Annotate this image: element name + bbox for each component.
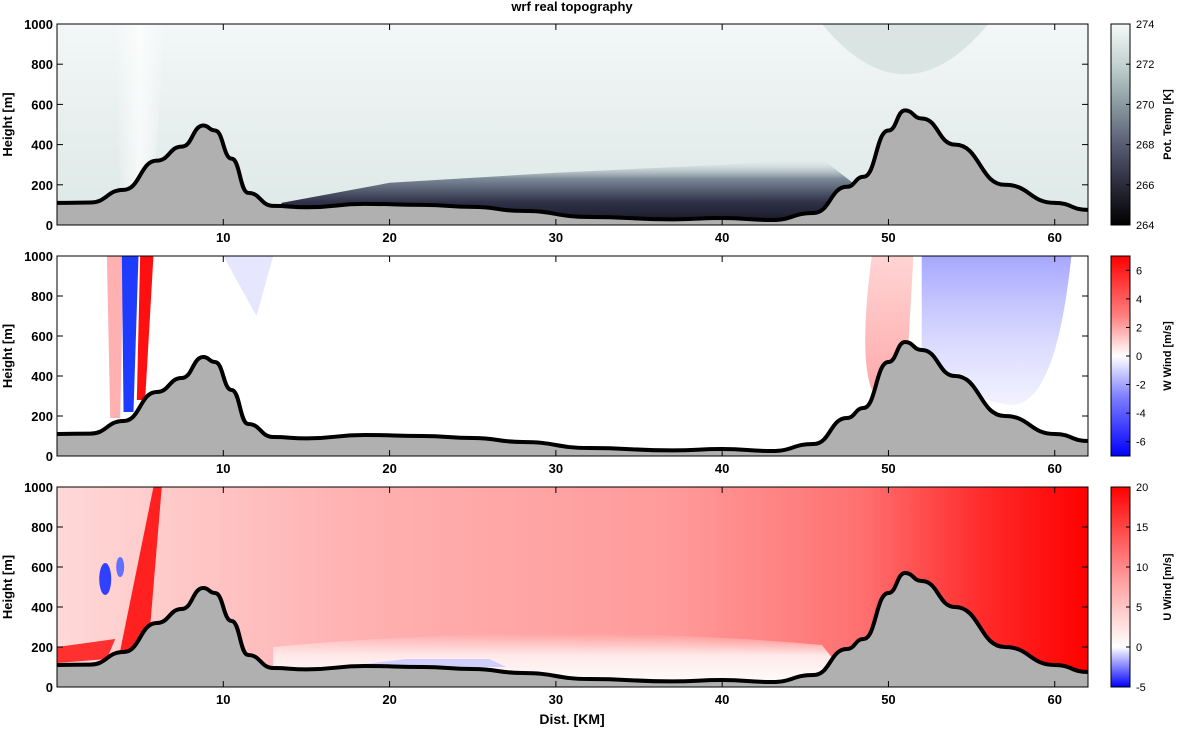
field-1 [57,24,1088,225]
y-tick-label: 1000 [24,17,53,32]
colorbar-tick-label: -5 [1136,682,1146,694]
colorbar-tick-label: 264 [1136,220,1154,232]
y-axis-label: Height [m] [0,92,15,156]
x-tick-label: 10 [216,461,230,476]
y-tick-label: 200 [31,640,53,655]
y-axis-label: Height [m] [0,324,15,388]
jet-column [116,487,162,667]
y-tick-label: 200 [31,178,53,193]
y-tick-label: 400 [31,138,53,153]
y-axis-label: Height [m] [0,555,15,619]
y-tick-label: 800 [31,57,53,72]
updraft-column-a [106,256,124,418]
colorbar-label: W Wind [m/s] [1162,321,1174,391]
y-tick-label: 600 [31,560,53,575]
colorbar-tick-label: 4 [1136,294,1142,306]
colorbar-tick-label: 272 [1136,59,1154,71]
colorbar-tick-label: 10 [1136,562,1148,574]
plot-frame [56,486,1089,688]
warm-dome [821,24,989,75]
colorbar-tick-label: 268 [1136,140,1154,152]
plot-frame [56,23,1089,226]
x-tick-label: 10 [216,230,230,245]
x-tick-label: 10 [216,692,230,707]
x-tick-label: 20 [382,230,396,245]
y-tick-label: 200 [31,409,53,424]
y-tick-label: 800 [31,289,53,304]
terrain-line [57,108,1088,222]
updraft-region [865,256,914,390]
x-tick-label: 40 [715,692,729,707]
field-3 [57,487,1088,687]
terrain-fill [57,110,1088,225]
colorbar-tick-label: 2 [1136,322,1142,334]
y-tick-label: 400 [31,600,53,615]
terrain-line [57,571,1088,684]
y-tick-label: 600 [31,329,53,344]
colorbar-tick-label: 270 [1136,99,1154,111]
y-tick-label: 400 [31,369,53,384]
y-tick-label: 600 [31,97,53,112]
x-tick-label: 30 [549,230,563,245]
colorbar [1110,23,1131,226]
weak-down-region [223,256,274,316]
x-tick-label: 20 [382,692,396,707]
colorbar-tick-label: 274 [1136,19,1154,31]
updraft-column-b [136,256,154,400]
colorbar-tick-label: 266 [1136,180,1154,192]
colorbar-tick-label: -6 [1136,437,1146,449]
colorbar-tick-label: 6 [1136,265,1142,277]
colorbar-tick-label: 0 [1136,351,1142,363]
field-2 [57,256,1088,456]
terrain-fill [57,342,1088,456]
y-tick-label: 1000 [24,480,53,495]
reverse-flow-patch [116,557,125,577]
colorbar-tick-label: 0 [1136,642,1142,654]
colorbar-label: U Wind [m/s] [1162,553,1174,620]
colorbar-tick-label: 15 [1136,522,1148,534]
x-tick-label: 30 [549,692,563,707]
x-tick-label: 20 [382,461,396,476]
x-tick-label: 60 [1048,461,1062,476]
reverse-flow-patch [99,563,112,595]
colorbar-tick-label: -4 [1136,408,1146,420]
x-axis-label: Dist. [KM] [539,711,604,727]
colorbar [1110,486,1131,688]
colorbar-tick-label: -2 [1136,380,1146,392]
panel-1: 0 200 400 600 800 1000 10 20 30 40 50 60 Height [m] 2… [0,17,1174,245]
terrain-line [57,340,1088,453]
colorbar-label: Pot. Temp [K] [1162,89,1174,160]
x-tick-label: 30 [549,461,563,476]
x-tick-label: 50 [881,461,895,476]
y-tick-label: 0 [46,218,53,233]
x-tick-label: 50 [881,230,895,245]
colorbar-tick-label: 5 [1136,602,1142,614]
x-tick-label: 40 [715,461,729,476]
terrain-fill [57,573,1088,687]
downdraft-column [121,256,139,412]
y-tick-label: 800 [31,520,53,535]
plot-frame [56,255,1089,457]
colorbar-tick-label: 20 [1136,482,1148,494]
y-tick-label: 0 [46,680,53,695]
x-tick-label: 40 [715,230,729,245]
downdraft-region [921,256,1072,405]
y-tick-label: 0 [46,449,53,464]
figure-title: wrf real topography [510,0,633,14]
x-tick-label: 60 [1048,692,1062,707]
warm-plume [115,24,166,195]
low-jet [57,639,116,663]
x-tick-label: 50 [881,692,895,707]
x-tick-label: 60 [1048,230,1062,245]
y-tick-label: 1000 [24,249,53,264]
